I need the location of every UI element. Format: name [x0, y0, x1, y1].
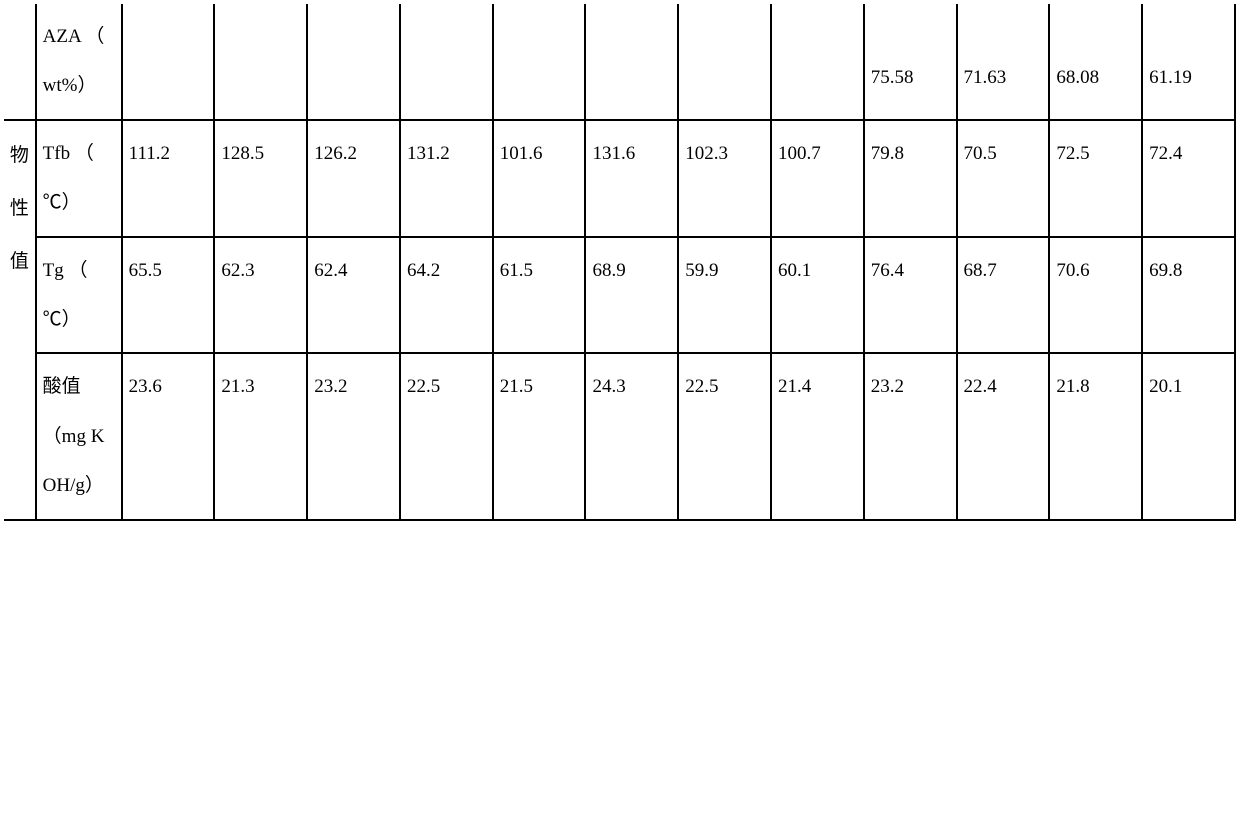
data-cell: 24.3	[585, 353, 678, 519]
data-cell: 23.2	[864, 353, 957, 519]
data-cell: 102.3	[678, 120, 771, 237]
data-cell: 100.7	[771, 120, 864, 237]
data-cell: 68.9	[585, 237, 678, 354]
data-cell	[771, 4, 864, 120]
data-cell: 79.8	[864, 120, 957, 237]
data-cell	[122, 4, 215, 120]
data-cell: 75.58	[864, 4, 957, 120]
data-cell: 76.4	[864, 237, 957, 354]
data-cell: 68.7	[957, 237, 1050, 354]
row-label: Tfb （ ℃）	[36, 120, 122, 237]
row-label: AZA （ wt%）	[36, 4, 122, 120]
row-header: 物性值	[4, 120, 36, 520]
data-cell: 62.4	[307, 237, 400, 354]
data-cell: 111.2	[122, 120, 215, 237]
data-cell: 64.2	[400, 237, 493, 354]
data-cell	[493, 4, 586, 120]
data-cell: 72.5	[1049, 120, 1142, 237]
row-header-stub	[4, 4, 36, 120]
data-cell: 69.8	[1142, 237, 1235, 354]
data-cell: 22.5	[400, 353, 493, 519]
data-table: AZA （ wt%） 75.5871.6368.0861.19 物性值Tfb （ ℃…	[4, 4, 1236, 521]
data-cell: 70.5	[957, 120, 1050, 237]
data-cell: 20.1	[1142, 353, 1235, 519]
data-cell: 21.5	[493, 353, 586, 519]
data-cell: 59.9	[678, 237, 771, 354]
data-cell: 71.63	[957, 4, 1050, 120]
data-cell: 23.6	[122, 353, 215, 519]
data-cell: 21.4	[771, 353, 864, 519]
data-cell: 131.2	[400, 120, 493, 237]
data-cell	[678, 4, 771, 120]
data-cell: 126.2	[307, 120, 400, 237]
data-cell: 61.5	[493, 237, 586, 354]
data-cell: 131.6	[585, 120, 678, 237]
data-cell: 22.5	[678, 353, 771, 519]
data-cell	[307, 4, 400, 120]
row-label: 酸值 （mg KOH/g）	[36, 353, 122, 519]
data-cell	[400, 4, 493, 120]
data-cell: 21.3	[214, 353, 307, 519]
data-cell: 62.3	[214, 237, 307, 354]
data-cell: 65.5	[122, 237, 215, 354]
data-cell: 22.4	[957, 353, 1050, 519]
data-cell: 21.8	[1049, 353, 1142, 519]
data-cell: 23.2	[307, 353, 400, 519]
data-cell	[214, 4, 307, 120]
data-cell: 72.4	[1142, 120, 1235, 237]
data-cell: 70.6	[1049, 237, 1142, 354]
data-cell: 61.19	[1142, 4, 1235, 120]
data-cell: 101.6	[493, 120, 586, 237]
data-cell: 68.08	[1049, 4, 1142, 120]
row-label: Tg （ ℃）	[36, 237, 122, 354]
data-cell	[585, 4, 678, 120]
data-cell: 60.1	[771, 237, 864, 354]
data-cell: 128.5	[214, 120, 307, 237]
